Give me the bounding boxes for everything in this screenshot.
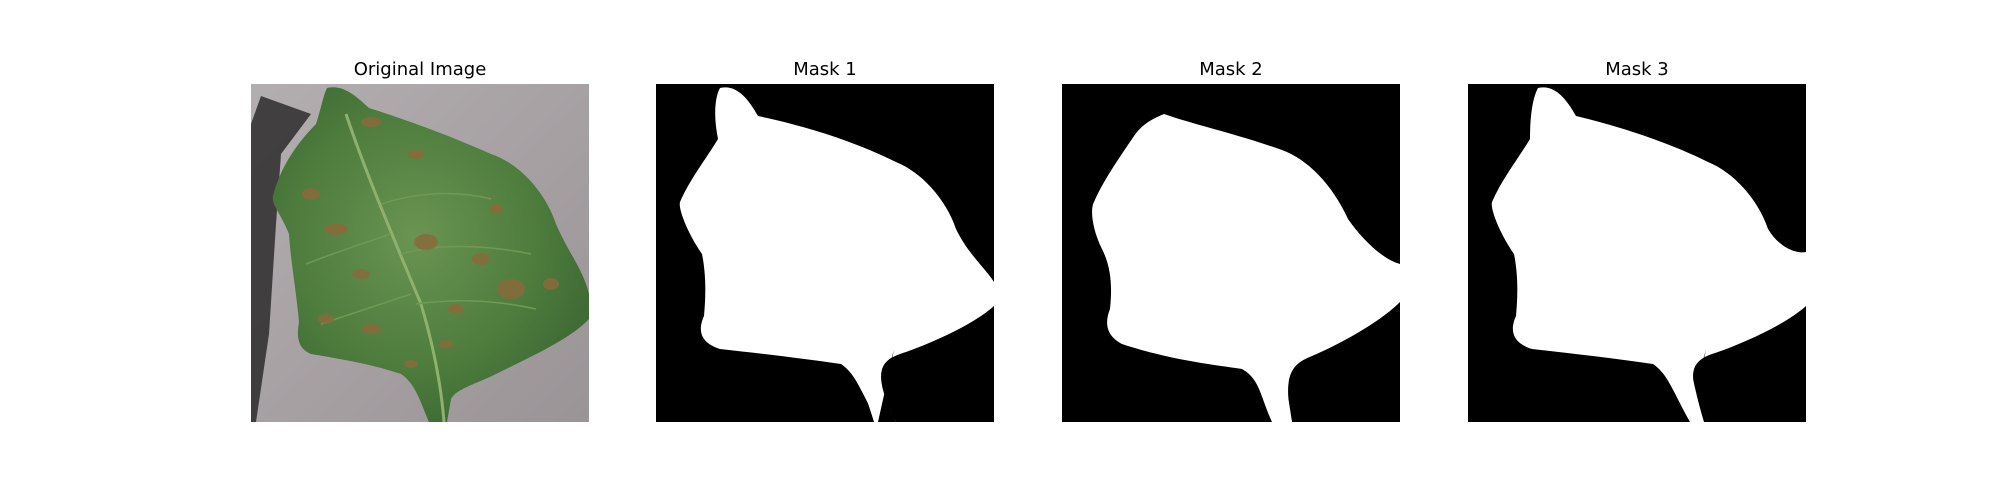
panel-title-mask-2: Mask 2 [1199, 59, 1263, 80]
mask-2-image [1062, 84, 1400, 422]
panel-title-mask-1: Mask 1 [793, 59, 857, 80]
mask-1-image [656, 84, 994, 422]
panel-title-original: Original Image [353, 59, 487, 80]
original-image [251, 84, 589, 422]
panel-title-mask-3: Mask 3 [1605, 59, 1669, 80]
mask-3-image [1468, 84, 1806, 422]
